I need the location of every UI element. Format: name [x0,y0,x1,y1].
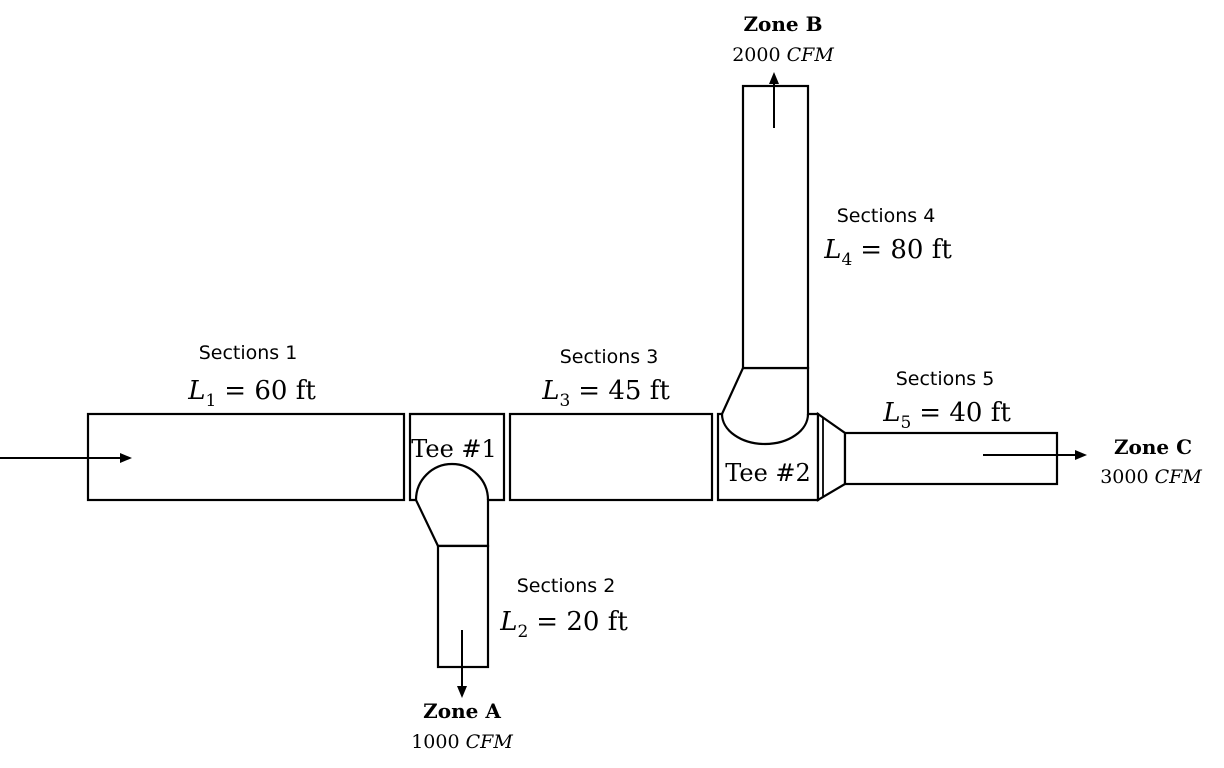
section-3-duct [508,412,714,502]
tee-1-label: Tee #1 [411,435,497,463]
reducer [816,411,847,502]
tee-1-body [408,412,506,548]
section-5-title: Sections 5 [896,368,995,390]
section-2-length: L2 = 20 ft [499,607,628,642]
zone-a-name: Zone A [423,699,501,723]
section-5-length: L5 = 40 ft [882,398,1011,433]
section-5-duct [843,431,1059,486]
section-2-title: Sections 2 [517,575,616,597]
zone-c-arrow [983,450,1087,460]
section-4-duct [741,84,810,370]
section-4-title: Sections 4 [837,205,936,227]
zone-c-name: Zone C [1114,435,1192,459]
zone-c-flow: 3000 CFM [1100,466,1202,488]
tee-1-branch-curve [414,462,490,501]
inlet-arrow [0,453,132,463]
tee-2-branch-curve [720,413,810,446]
section-1-length: L1 = 60 ft [187,376,316,411]
section-4-length: L4 = 80 ft [823,235,952,270]
section-3-length: L3 = 45 ft [541,376,670,411]
zone-b-flow: 2000 CFM [732,44,834,66]
tee-2-label: Tee #2 [725,459,811,487]
section-3-title: Sections 3 [560,346,659,368]
section-1-title: Sections 1 [199,342,298,364]
zone-b-arrow [769,72,779,128]
zone-a-flow: 1000 CFM [411,731,513,753]
zone-a-arrow [457,630,467,698]
section-1-duct [86,412,406,502]
zone-b-name: Zone B [743,12,822,36]
